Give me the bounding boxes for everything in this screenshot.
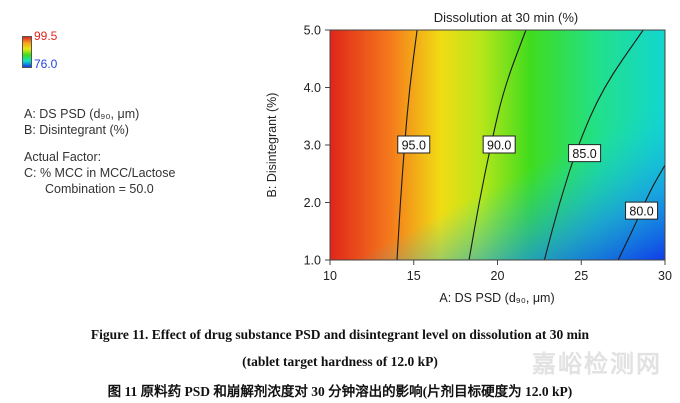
x-tick-label: 20 [491,269,505,283]
color-scale-min: 76.0 [34,57,58,71]
chart-title: Dissolution at 30 min (%) [434,10,579,25]
contour-label-box-95.0 [397,135,431,154]
color-scale-max: 99.5 [34,29,58,43]
x-tick-label: 25 [574,269,588,283]
y-axis-label: B: Disintegrant (%) [265,93,279,198]
watermark: 嘉峪检测网 [532,350,662,378]
contour-line-90.0 [468,29,527,261]
factor-legend: A: DS PSD (d₉₀, μm) B: Disintegrant (%) … [24,106,175,197]
contour-label-80.0: 80.0 [629,205,653,219]
x-tick-label: 10 [323,269,337,283]
actual-factor-title: Actual Factor: [24,150,102,164]
contour-line-80.0 [617,164,666,261]
contour-label-box-85.0 [568,144,602,163]
y-tick-label: 1.0 [304,254,321,268]
y-tick-label: 2.0 [304,196,321,210]
contour-label-95.0: 95.0 [402,139,426,153]
x-tick-label: 15 [407,269,421,283]
factor-a-label: A: DS PSD (d₉₀, μm) [24,107,140,121]
factor-c-label: C: % MCC in MCC/Lactose [24,166,176,180]
factor-b-label: B: Disintegrant (%) [24,123,129,137]
y-tick-label: 3.0 [304,139,321,153]
contour-line-95.0 [396,29,418,261]
x-axis-label: A: DS PSD (d₉₀, μm) [439,291,554,305]
y-tick-label: 5.0 [304,24,321,38]
figure-caption-en-line1: Figure 11. Effect of drug substance PSD … [90,327,590,342]
contour-chart: Dissolution at 30 min (%) 95.0 90.0 85.0 80… [265,10,672,305]
factor-c-value: Combination = 50.0 [45,182,154,196]
contour-label-90.0: 90.0 [487,139,511,153]
plot-frame [329,29,666,261]
figure-caption-zh: 图 11 原料药 PSD 和崩解剂浓度对 30 分钟溶出的影响(片剂目标硬度为 … [107,384,573,399]
contour-label-box-90.0 [482,135,516,154]
figure-caption-en-line2: (tablet target hardness of 12.0 kP) [242,354,438,369]
contour-label-box-80.0 [625,201,659,220]
x-tick-label: 30 [658,269,672,283]
y-tick-label: 4.0 [304,81,321,95]
contour-label-85.0: 85.0 [572,147,596,161]
contour-line-85.0 [543,29,644,261]
color-scale-bar [22,36,32,68]
